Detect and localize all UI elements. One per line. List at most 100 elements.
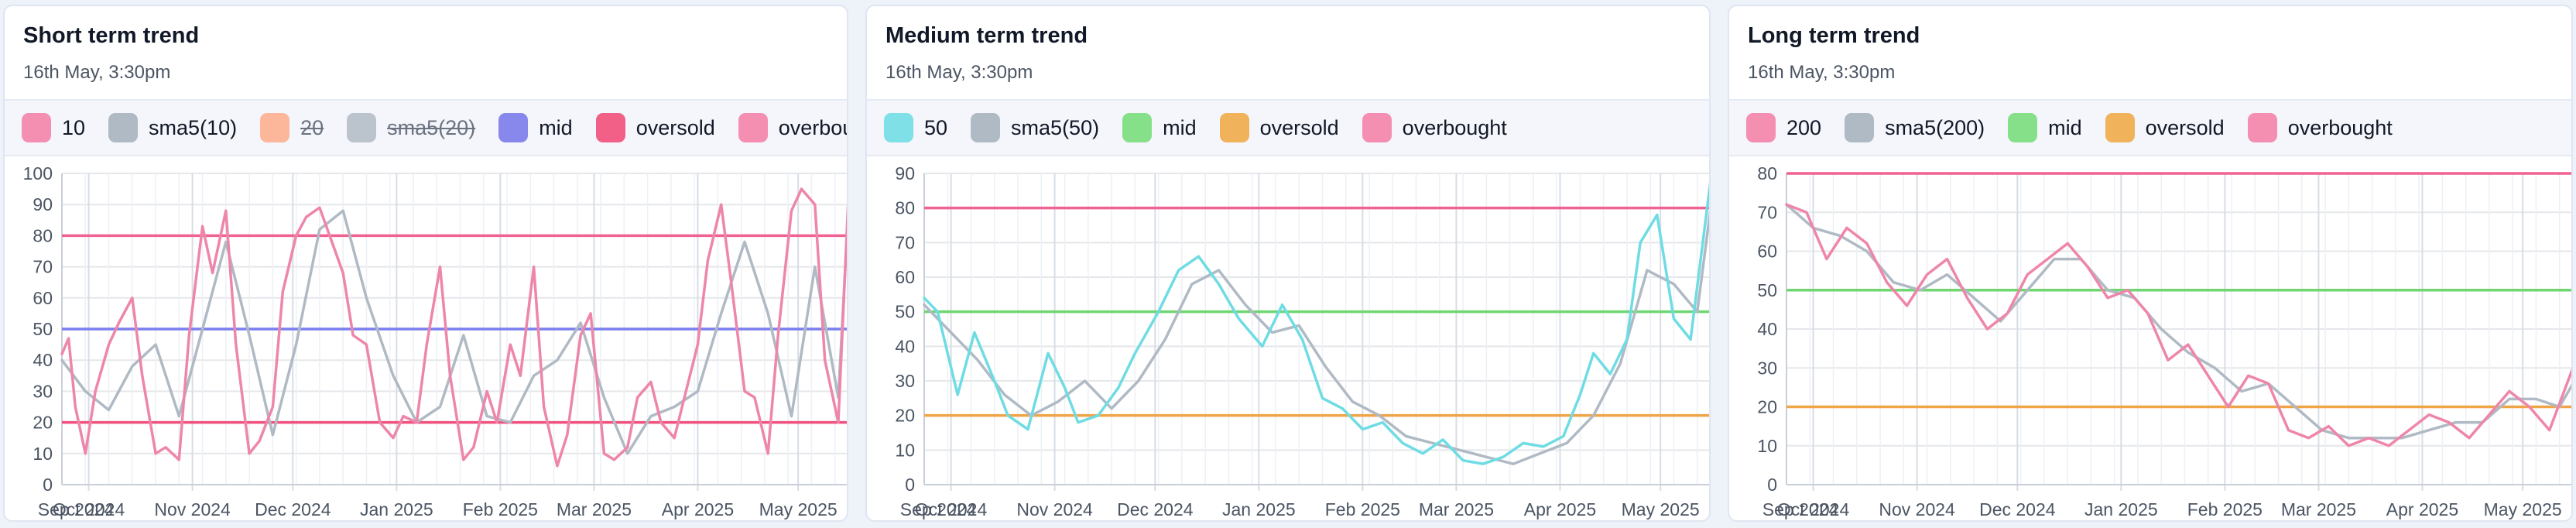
series-line-sma5-200- [1785,203,2571,440]
y-tick-label: 90 [895,163,915,183]
x-tick-label: Apr 2025 [662,499,734,519]
legend-swatch [1122,113,1153,142]
legend-label: 20 [300,115,324,139]
y-tick-label: 60 [895,267,915,287]
x-tick-label: Apr 2025 [2386,499,2458,519]
legend-swatch [498,113,529,142]
card-timestamp: 16th May, 3:30pm [886,62,1033,83]
chart-legend: 10 sma5(10) 20 sma5(20) mid oversold overbough… [5,99,847,156]
y-tick-label: 10 [33,444,53,464]
legend-swatch [1362,113,1392,142]
y-tick-label: 70 [895,232,915,252]
legend-swatch [22,113,51,142]
series-line-10 [60,187,847,468]
x-tick-label: Mar 2025 [557,499,632,519]
legend-item-200[interactable]: 200 [1746,113,1821,142]
y-tick-label: 90 [33,194,53,214]
x-tick-label: Oct 2024 [1777,499,1850,519]
legend-item-sma5-20-[interactable]: sma5(20) [347,113,475,142]
legend-item-overbought[interactable]: overbought [738,113,847,142]
legend-swatch [1746,113,1776,142]
x-tick-label: Jan 2025 [360,499,433,519]
legend-label: oversold [1259,115,1339,139]
x-tick-label: Sep 2024 [900,499,977,519]
legend-item-50[interactable]: 50 [884,113,947,142]
x-tick-label: May 2025 [1622,499,1700,519]
y-tick-label: 20 [895,406,915,426]
legend-item-sma5-200-[interactable]: sma5(200) [1845,113,1985,142]
card-timestamp: 16th May, 3:30pm [1748,62,1896,83]
series-line-sma5-10- [60,209,847,455]
y-tick-label: 30 [1757,358,1777,378]
legend-label: mid [539,115,573,139]
y-tick-label: 30 [895,371,915,391]
y-tick-label: 80 [895,198,915,218]
series-line-50 [923,181,1709,465]
y-tick-label: 80 [33,225,53,245]
x-tick-label: Nov 2024 [1016,499,1093,519]
y-tick-label: 50 [33,319,53,339]
x-tick-label: Feb 2025 [1325,499,1400,519]
y-tick-label: 10 [1757,436,1777,456]
legend-item-oversold[interactable]: oversold [595,113,715,142]
legend-item-20[interactable]: 20 [260,113,324,142]
legend-item-sma5-50-[interactable]: sma5(50) [971,113,1099,142]
legend-label: overbought [778,115,847,139]
y-tick-label: 0 [905,475,915,495]
legend-swatch [1845,113,1875,142]
legend-label: mid [2048,115,2082,139]
x-tick-label: Dec 2024 [1979,499,2056,519]
legend-label: overbought [2287,115,2393,139]
y-tick-label: 30 [33,381,53,401]
x-tick-label: Jan 2025 [1222,499,1296,519]
y-tick-label: 0 [1767,475,1777,495]
legend-item-mid[interactable]: mid [498,113,573,142]
y-tick-label: 40 [33,350,53,370]
x-tick-label: Dec 2024 [255,499,331,519]
y-tick-label: 20 [33,413,53,433]
legend-swatch [108,113,139,142]
card-header: Long term trend 16th May, 3:30pm [1729,6,2571,94]
short-term-trend-card: Short term trend 16th May, 3:30pm 10 sma5… [3,5,848,522]
legend-label: oversold [2145,115,2225,139]
legend-item-10[interactable]: 10 [22,113,85,142]
card-title: Long term trend [1748,23,1920,48]
y-tick-label: 60 [33,288,53,308]
card-timestamp: 16th May, 3:30pm [23,62,171,83]
legend-swatch [2247,113,2277,142]
legend-item-sma5-10-[interactable]: sma5(10) [108,113,237,142]
long-term-chart: 0 10 20 30 40 50 60 70 80 Oct 2024 Nov 2024 Dec 202… [1757,163,2571,519]
legend-item-overbought[interactable]: overbought [2247,113,2393,142]
legend-label: 10 [62,115,86,139]
medium-term-trend-card: Medium term trend 16th May, 3:30pm 50 sma… [865,5,1711,522]
x-tick-label: Nov 2024 [1879,499,1955,519]
chart-legend: 50 sma5(50) mid oversold overbought [867,99,1709,156]
x-tick-label: Oct 2024 [915,499,988,519]
card-header: Short term trend 16th May, 3:30pm [5,6,847,94]
y-tick-label: 50 [895,302,915,322]
legend-swatch [738,113,768,142]
series-line-sma5-50- [923,209,1709,465]
y-tick-label: 100 [23,163,53,183]
legend-label: sma5(50) [1011,115,1100,139]
x-tick-label: Apr 2025 [1524,499,1596,519]
legend-item-oversold[interactable]: oversold [1219,113,1339,142]
x-tick-label: Mar 2025 [1419,499,1494,519]
legend-swatch [1219,113,1249,142]
x-tick-label: Jan 2025 [2084,499,2158,519]
legend-item-mid[interactable]: mid [1122,113,1197,142]
short-term-chart: 0 10 20 30 40 50 60 70 80 90 100 Oct 2024 Nov 2024 De… [23,163,847,519]
x-tick-label: Mar 2025 [2281,499,2356,519]
x-tick-label: May 2025 [759,499,838,519]
y-tick-label: 10 [895,440,915,460]
y-tick-label: 80 [1757,163,1777,183]
medium-term-chart: 0 10 20 30 40 50 60 70 80 90 Oct 2024 Nov 2024 Dec 2… [895,163,1709,519]
legend-label: sma5(200) [1885,115,1985,139]
legend-item-overbought[interactable]: overbought [1362,113,1507,142]
y-tick-label: 70 [1757,202,1777,222]
legend-label: 200 [1786,115,1822,139]
legend-item-oversold[interactable]: oversold [2105,113,2225,142]
x-tick-label: Feb 2025 [2187,499,2263,519]
x-tick-label: Sep 2024 [38,499,115,519]
legend-item-mid[interactable]: mid [2008,113,2082,142]
